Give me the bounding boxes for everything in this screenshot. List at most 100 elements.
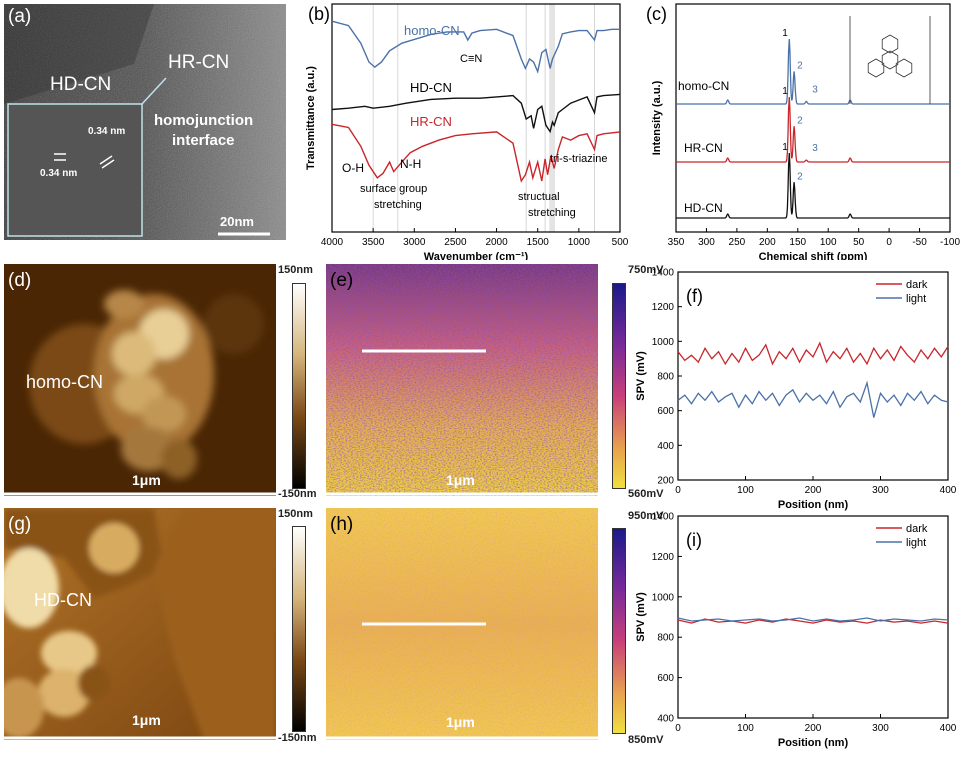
y-axis-label: SPV (mV) <box>636 592 647 642</box>
x-tick-label: 1500 <box>527 237 550 248</box>
x-tick-label: 150 <box>789 237 806 248</box>
x-tick-label: 0 <box>675 723 681 734</box>
series-line-dark <box>677 341 949 366</box>
x-tick-label: 3000 <box>403 237 426 248</box>
hr-cn-label: HR-CN <box>168 52 230 73</box>
x-axis-label: Chemical shift (ppm) <box>759 251 868 260</box>
colorbar-h-top: 950mV <box>628 510 664 522</box>
x-tick-label: 250 <box>729 237 746 248</box>
colorbar-g <box>292 526 306 732</box>
series-label-hr-cn: HR-CN <box>684 141 723 155</box>
series-label-hd-cn: HD-CN <box>410 80 452 95</box>
y-tick-label: 400 <box>657 441 674 452</box>
peak-label: 1 <box>782 28 788 39</box>
heptazine-structure-icon <box>849 16 931 104</box>
colorbar-e-bottom: 560mV <box>628 488 664 500</box>
shaded-band <box>549 4 555 232</box>
y-tick-label: 400 <box>657 714 674 725</box>
series-line-hd-cn <box>676 152 950 219</box>
panel-c-nmr-chart: 1 2 3 1 2 3 1 2 350 300 250 200 150 100 50 0 -50 -100 Chem… <box>646 3 960 260</box>
structural-label: structual <box>518 191 560 203</box>
hd-cn-label: HD-CN <box>50 74 112 95</box>
scale-bar-label: 1μm <box>132 472 161 488</box>
inset-box <box>7 103 143 237</box>
peak-label: 2 <box>797 115 803 126</box>
y-tick-label: 1400 <box>652 512 675 523</box>
x-tick-label: 300 <box>698 237 715 248</box>
x-tick-label: 2000 <box>485 237 508 248</box>
x-tick-label: 300 <box>872 723 889 734</box>
y-tick-label: 200 <box>657 476 674 487</box>
y-tick-label: 1000 <box>652 337 675 348</box>
d-spacing-label-2: 0.34 nm <box>40 168 78 179</box>
colorbar-e-top: 750mV <box>628 264 664 276</box>
ring <box>867 58 885 78</box>
scale-bar-label: 1μm <box>132 712 161 728</box>
ring <box>881 50 899 70</box>
y-tick-label: 1400 <box>652 268 675 279</box>
x-axis-label: Position (nm) <box>778 737 849 749</box>
x-tick-label: 50 <box>853 237 865 248</box>
x-tick-label: 2500 <box>444 237 467 248</box>
homojunction-label: homojunction <box>154 112 254 129</box>
x-tick-label: 400 <box>940 723 957 734</box>
peak-label: 3 <box>812 143 818 154</box>
afm-topography <box>4 508 276 740</box>
x-tick-label: -50 <box>912 237 927 248</box>
series-label-homo-cn: homo-CN <box>678 79 729 93</box>
y-tick-label: 800 <box>657 633 674 644</box>
ring <box>881 34 899 54</box>
spv-map-texture <box>326 508 598 740</box>
y-axis-label: Transmittance (a.u.) <box>305 66 317 170</box>
scale-bar-label: 20nm <box>220 214 254 229</box>
x-tick-label: 100 <box>737 723 754 734</box>
peak-label: 2 <box>797 171 803 182</box>
legend-label-light: light <box>906 537 926 549</box>
y-axis-label: SPV (mV) <box>636 351 647 401</box>
triazine-label: tri-s-triazine <box>550 153 607 165</box>
panel-d-afm-image: (d) homo-CN 1μm <box>4 264 276 496</box>
y-tick-label: 1200 <box>652 302 675 313</box>
y-tick-label: 600 <box>657 673 674 684</box>
panel-label-e: (e) <box>330 270 354 291</box>
panel-label-h: (h) <box>330 514 354 535</box>
spv-map-texture <box>326 264 598 496</box>
x-tick-label: 3500 <box>362 237 385 248</box>
x-tick-label: 0 <box>886 237 892 248</box>
y-axis-label: Intensity (a.u.) <box>651 80 663 155</box>
series-line-homo-cn <box>331 20 620 74</box>
ring <box>895 58 913 78</box>
legend-label-light: light <box>906 293 926 305</box>
colorbar-d-bottom: -150nm <box>278 488 317 500</box>
colorbar-g-top: 150nm <box>278 508 313 520</box>
series-label-hr-cn: HR-CN <box>410 114 452 129</box>
surface-group-label: surface group <box>360 183 427 195</box>
x-axis-label: Position (nm) <box>778 499 849 511</box>
x-tick-label: 4000 <box>321 237 344 248</box>
legend-label-dark: dark <box>906 523 928 535</box>
panel-label-a: (a) <box>8 6 32 27</box>
panel-g-afm-image: (g) HD-CN 1μm <box>4 508 276 740</box>
panel-label-c: (c) <box>646 4 667 24</box>
structural-label-2: stretching <box>528 207 576 219</box>
homo-cn-label: homo-CN <box>26 372 104 392</box>
series-line-light <box>677 617 949 622</box>
x-tick-label: 200 <box>805 485 822 496</box>
panel-label-d: (d) <box>8 270 32 291</box>
series-line-homo-cn <box>676 38 950 105</box>
colorbar-h-bottom: 850mV <box>628 734 664 746</box>
x-tick-label: 350 <box>668 237 685 248</box>
colorbar-h <box>612 528 626 734</box>
series-line-hr-cn <box>676 96 950 163</box>
afm-topography <box>4 264 276 496</box>
colorbar-d <box>292 283 306 489</box>
surface-group-label-2: stretching <box>374 199 422 211</box>
series-line-hr-cn <box>331 123 621 183</box>
plot-frame <box>331 3 621 233</box>
series-line-hd-cn <box>331 93 621 134</box>
x-tick-label: 300 <box>872 485 889 496</box>
peak-label: 2 <box>797 61 803 72</box>
tem-texture <box>4 4 286 240</box>
y-tick-label: 1200 <box>652 552 675 563</box>
x-tick-label: 200 <box>759 237 776 248</box>
